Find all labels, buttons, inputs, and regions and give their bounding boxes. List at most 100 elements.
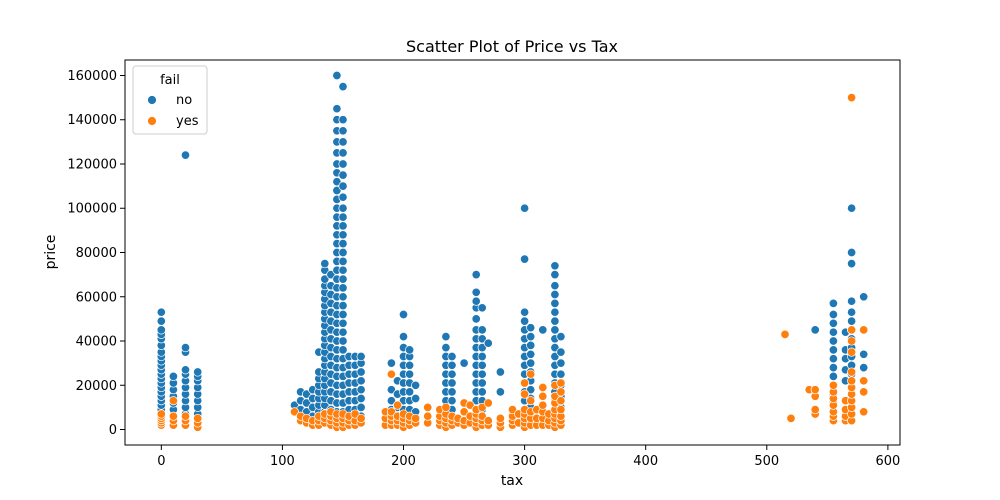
- data-point-no: [332, 177, 342, 187]
- data-point-no: [447, 387, 457, 397]
- data-point-no: [338, 192, 348, 202]
- data-point-no: [526, 385, 536, 395]
- data-point-no: [471, 296, 481, 306]
- data-point-no: [526, 358, 536, 368]
- data-point-no: [302, 389, 312, 399]
- points-layer: [156, 70, 869, 432]
- legend: fail no yes: [132, 65, 208, 135]
- data-point-no: [332, 185, 342, 196]
- data-point-no: [459, 358, 469, 368]
- data-point-no: [338, 345, 348, 355]
- data-point-yes: [859, 387, 869, 397]
- data-point-yes: [423, 402, 433, 412]
- data-point-no: [550, 325, 560, 335]
- data-point-no: [847, 316, 857, 326]
- data-point-no: [398, 332, 409, 342]
- data-point-no: [386, 396, 396, 406]
- data-point-no: [156, 325, 166, 335]
- data-point-no: [847, 247, 857, 258]
- data-point-yes: [441, 402, 451, 412]
- data-point-no: [556, 347, 566, 357]
- data-point-no: [483, 338, 493, 348]
- data-point-no: [477, 378, 487, 388]
- data-point-yes: [156, 409, 166, 419]
- data-point-no: [441, 332, 451, 342]
- legend-marker-yes: [147, 116, 157, 126]
- data-point-yes: [847, 367, 857, 377]
- y-tick-label: 20000: [76, 379, 117, 394]
- data-point-yes: [556, 396, 566, 406]
- x-tick-label: 100: [270, 454, 295, 469]
- x-tick-label: 300: [512, 454, 537, 469]
- data-point-no: [338, 170, 348, 180]
- x-axis: 0 100 200 300 400 500 600: [157, 445, 900, 469]
- data-point-no: [828, 354, 838, 364]
- data-point-no: [180, 365, 191, 375]
- data-point-yes: [859, 325, 869, 335]
- data-point-no: [520, 316, 530, 326]
- data-point-no: [526, 340, 536, 350]
- data-point-no: [338, 274, 348, 284]
- data-point-no: [477, 343, 487, 353]
- data-point-yes: [168, 396, 178, 406]
- data-point-yes: [526, 396, 536, 406]
- data-point-no: [471, 270, 481, 280]
- data-point-yes: [477, 402, 487, 412]
- data-point-no: [859, 292, 869, 302]
- data-point-no: [471, 314, 481, 324]
- data-point-yes: [847, 93, 857, 103]
- data-point-yes: [168, 411, 178, 421]
- data-point-yes: [828, 380, 838, 390]
- y-tick-label: 0: [109, 423, 117, 438]
- data-point-no: [477, 334, 487, 344]
- data-point-no: [338, 115, 348, 125]
- data-point-no: [405, 369, 415, 379]
- data-point-yes: [386, 369, 396, 379]
- data-point-no: [338, 318, 348, 328]
- data-point-no: [477, 303, 487, 313]
- data-point-yes: [483, 398, 493, 408]
- data-point-yes: [556, 405, 566, 415]
- data-point-no: [550, 281, 560, 291]
- data-point-no: [471, 287, 481, 297]
- data-point-no: [550, 261, 560, 271]
- data-point-yes: [556, 387, 566, 397]
- y-tick-label: 100000: [67, 202, 117, 217]
- data-point-no: [556, 358, 566, 368]
- data-point-no: [556, 369, 566, 379]
- data-point-no: [405, 360, 415, 370]
- data-point-no: [526, 332, 536, 342]
- data-point-yes: [810, 385, 820, 395]
- data-point-yes: [507, 405, 518, 415]
- data-point-yes: [392, 400, 403, 410]
- y-tick-label: 80000: [76, 246, 117, 261]
- data-point-no: [338, 301, 348, 311]
- data-point-no: [386, 358, 396, 368]
- data-point-yes: [465, 400, 475, 410]
- y-tick-label: 60000: [76, 290, 117, 305]
- data-point-no: [338, 239, 348, 249]
- data-point-no: [338, 309, 348, 320]
- data-point-no: [556, 332, 566, 342]
- data-point-yes: [411, 413, 421, 423]
- data-point-no: [338, 82, 348, 92]
- data-point-no: [180, 343, 191, 353]
- data-point-no: [338, 221, 348, 231]
- data-point-yes: [847, 347, 857, 357]
- data-point-no: [338, 126, 348, 136]
- data-point-no: [398, 309, 409, 320]
- data-point-yes: [526, 369, 536, 379]
- data-point-no: [538, 325, 548, 335]
- data-point-no: [338, 181, 348, 191]
- data-point-no: [520, 307, 530, 317]
- data-point-no: [356, 393, 366, 404]
- legend-label-yes: yes: [176, 114, 199, 129]
- data-point-no: [332, 70, 342, 81]
- data-point-no: [338, 283, 348, 293]
- data-point-no: [828, 298, 838, 308]
- data-point-no: [828, 345, 838, 355]
- data-point-no: [338, 230, 348, 240]
- data-point-no: [180, 150, 191, 160]
- data-point-no: [526, 349, 536, 359]
